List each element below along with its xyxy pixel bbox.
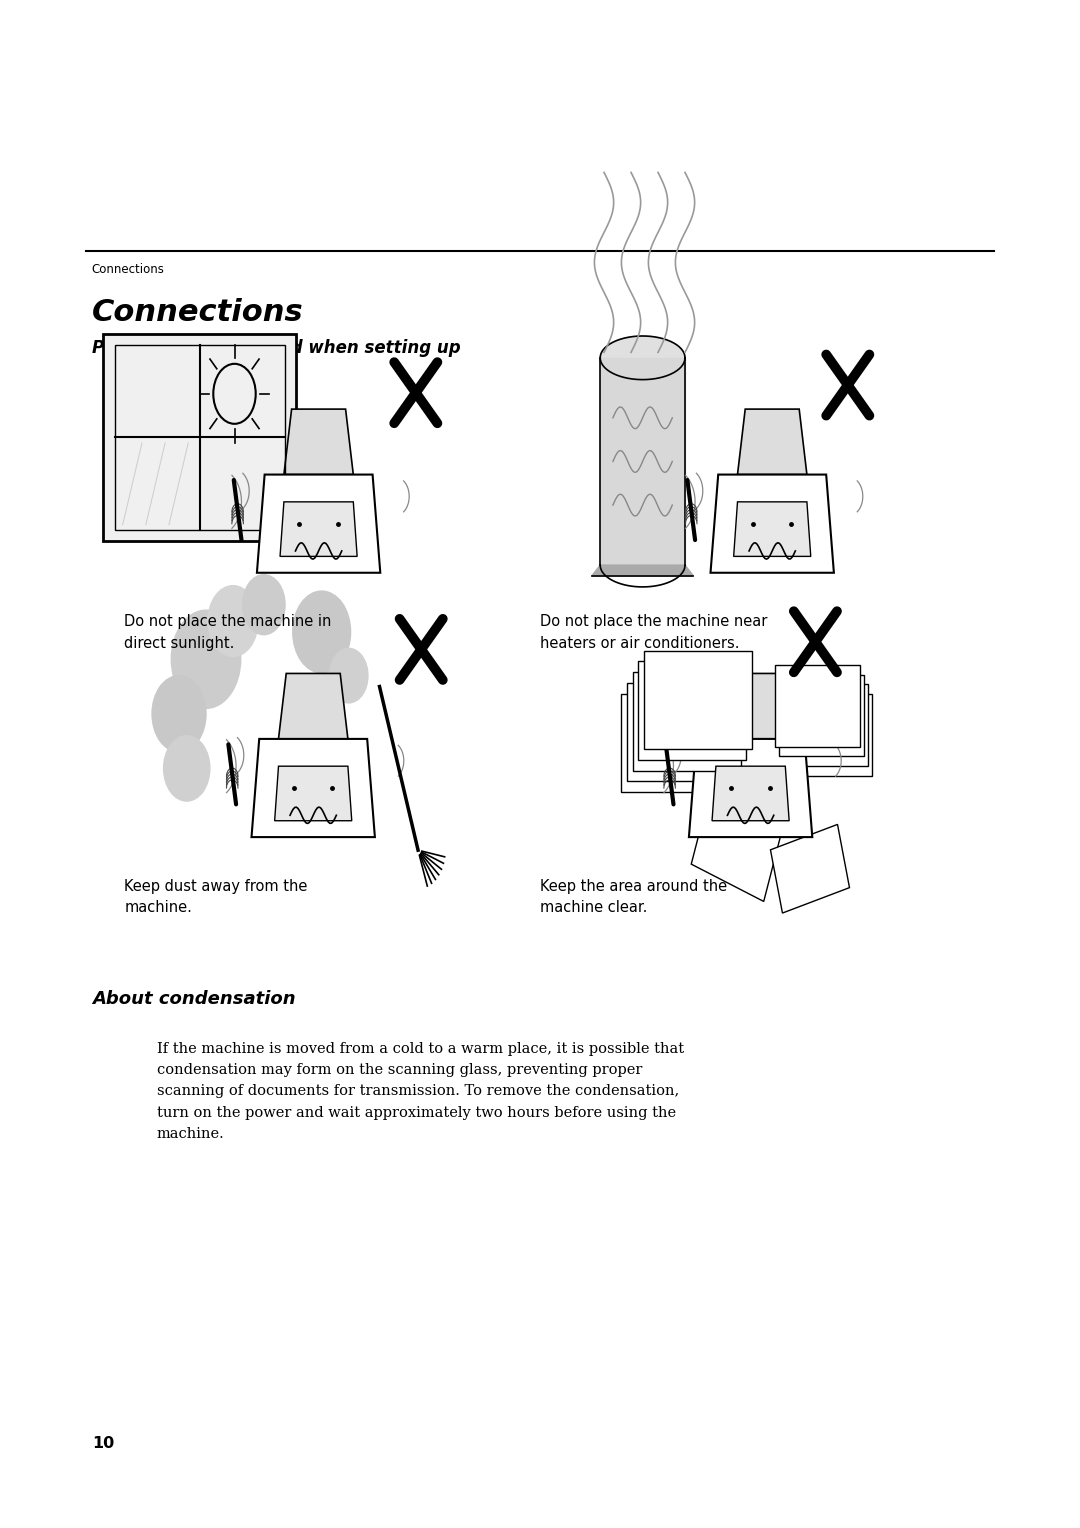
- Circle shape: [172, 610, 241, 709]
- FancyBboxPatch shape: [775, 665, 860, 747]
- FancyBboxPatch shape: [626, 683, 734, 781]
- FancyBboxPatch shape: [783, 685, 868, 766]
- Polygon shape: [592, 565, 693, 576]
- FancyBboxPatch shape: [621, 694, 729, 793]
- Circle shape: [243, 575, 285, 634]
- Polygon shape: [691, 793, 782, 902]
- Text: Connections: Connections: [92, 263, 164, 277]
- Polygon shape: [600, 358, 685, 565]
- Polygon shape: [711, 475, 834, 573]
- Text: Points to keep in mind when setting up: Points to keep in mind when setting up: [92, 339, 460, 358]
- Circle shape: [329, 648, 368, 703]
- FancyBboxPatch shape: [104, 333, 296, 541]
- Polygon shape: [738, 410, 807, 475]
- FancyBboxPatch shape: [787, 694, 872, 776]
- Text: Do not place the machine in
direct sunlight.: Do not place the machine in direct sunli…: [124, 614, 332, 651]
- Polygon shape: [733, 501, 811, 556]
- Polygon shape: [712, 766, 789, 821]
- Text: If the machine is moved from a cold to a warm place, it is possible that
condens: If the machine is moved from a cold to a…: [157, 1042, 684, 1141]
- Polygon shape: [274, 766, 352, 821]
- Polygon shape: [252, 740, 375, 837]
- Text: Keep dust away from the
machine.: Keep dust away from the machine.: [124, 879, 308, 915]
- Polygon shape: [600, 336, 685, 379]
- Polygon shape: [716, 674, 785, 740]
- Polygon shape: [257, 475, 380, 573]
- Circle shape: [152, 675, 206, 752]
- Text: Keep the area around the
machine clear.: Keep the area around the machine clear.: [540, 879, 727, 915]
- FancyBboxPatch shape: [633, 672, 741, 770]
- FancyBboxPatch shape: [644, 651, 752, 749]
- Polygon shape: [284, 410, 353, 475]
- Polygon shape: [689, 740, 812, 837]
- Text: About condensation: About condensation: [92, 990, 296, 1008]
- Circle shape: [208, 585, 258, 657]
- FancyBboxPatch shape: [779, 674, 864, 756]
- Polygon shape: [279, 674, 348, 740]
- Polygon shape: [770, 825, 850, 914]
- Text: 10: 10: [92, 1436, 114, 1452]
- Polygon shape: [280, 501, 357, 556]
- Text: Connections: Connections: [92, 298, 303, 327]
- Circle shape: [293, 591, 351, 672]
- Text: Do not place the machine near
heaters or air conditioners.: Do not place the machine near heaters or…: [540, 614, 768, 651]
- FancyBboxPatch shape: [638, 662, 746, 759]
- Circle shape: [163, 735, 210, 801]
